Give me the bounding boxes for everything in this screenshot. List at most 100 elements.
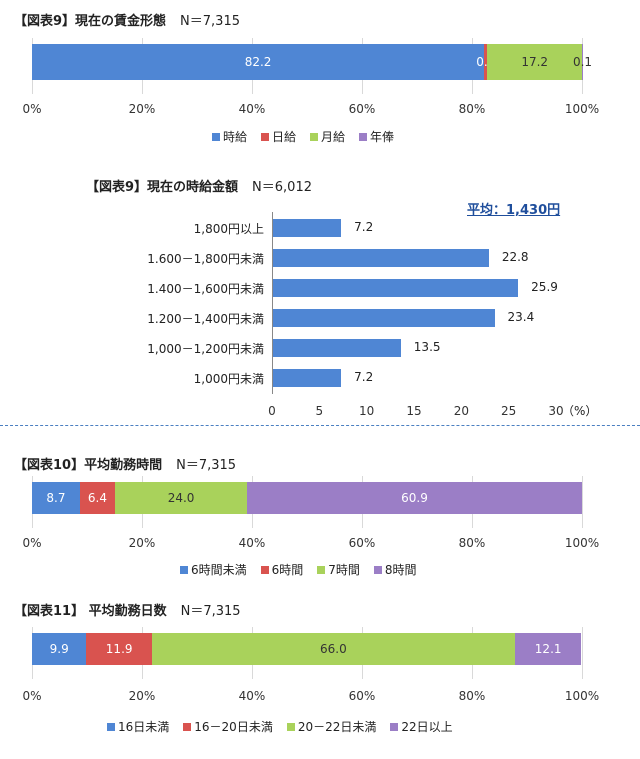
chart2-bar [273,249,489,267]
legend-swatch-icon [359,132,368,141]
chart2-category-label: 1,000－1,200円未満 [147,342,264,356]
legend-swatch-icon [260,565,269,574]
chart4-plot: 9.9 11.9 66.0 12.1 [32,627,583,679]
chart3-x-tick: 80% [458,536,486,550]
chart1-bar-segment: 82.2 [32,44,485,80]
chart2-plot: 1,800円以上 7.2 1.600－1,800円未満 22.8 1.400－1,600… [147,212,598,418]
chart2-unit-label: （%） [562,404,598,418]
chart4-data-label: 12.1 [534,642,562,656]
chart2-bar [273,309,495,327]
chart2-data-label: 23.4 [507,310,535,324]
chart1-data-label: 0.1 [572,55,593,69]
chart2-data-label: 7.2 [354,220,374,234]
chart1-n-label: N＝7,315 [180,14,240,29]
chart3-x-tick: 60% [348,536,376,550]
chart4-x-tick: 60% [348,689,376,703]
chart2-category-label: 1.400－1,600円未満 [147,282,264,296]
chart4-legend-item: 22日以上 [390,718,453,735]
chart4-data-label: 9.9 [49,642,69,656]
chart3-data-label: 24.0 [167,491,195,505]
legend-swatch-icon [373,565,382,574]
chart3-plot: 8.7 6.4 24.0 60.9 [32,476,583,528]
chart3-legend-label: 6時間未満 [191,563,247,577]
chart2-y-axis-line [272,212,273,394]
legend-swatch-icon [310,132,319,141]
chart1-data-label: 17.2 [521,55,549,69]
legend-swatch-icon [107,722,115,731]
chart3-x-tick: 0% [22,536,42,550]
chart2-title: 【図表9】現在の時給金額 N＝6,012 [86,176,312,195]
chart3-legend-item: 6時間未満 [180,561,247,578]
chart2-x-tick: 20 [453,404,469,418]
legend-swatch-icon [317,565,326,574]
chart4-bar-segment: 9.9 [32,633,87,665]
chart2-x-tick: 30 [548,404,564,418]
chart2-x-tick: 5 [315,404,324,418]
chart2-data-label: 13.5 [413,340,441,354]
chart3-x-tick: 20% [128,536,156,550]
chart1-legend-label: 月給 [321,130,346,144]
chart1-title-text: 【図表9】現在の賃金形態 [14,14,167,29]
chart3-data-label: 60.9 [401,491,428,505]
chart1-title: 【図表9】現在の賃金形態 N＝7,315 [14,10,240,29]
chart4-x-tick: 40% [238,689,266,703]
chart4-data-label: 11.9 [105,642,133,656]
chart4-x-axis: 0% 20% 40% 60% 80% 100% [22,689,599,705]
chart2-category-label: 1.200－1,400円未満 [147,312,264,326]
chart4-x-tick: 0% [22,689,42,703]
chart1-legend-item: 年俸 [359,128,394,145]
chart4-gridline [582,627,583,679]
chart4-x-tick: 20% [128,689,156,703]
chart3-n-label: N＝7,315 [176,458,237,473]
legend-swatch-icon [183,722,192,731]
chart2-n-label: N＝6,012 [252,180,312,195]
chart4-legend-label: 22日以上 [401,720,453,734]
chart1-legend-label: 年俸 [370,130,395,144]
chart2-average: 平均：1,430円 [467,203,561,218]
chart2-x-tick: 0 [268,404,276,418]
chart3-legend-item: 6時間 [260,561,304,578]
chart4-x-tick: 100% [564,689,600,703]
chart1-legend-item: 月給 [310,128,345,145]
chart3-legend-label: 8時間 [384,563,417,577]
chart2-category-label: 1,800円以上 [193,222,264,236]
chart4-legend-label: 16－20日未満 [194,720,273,734]
section-divider [0,425,640,426]
chart3-legend-label: 6時間 [271,563,304,577]
legend-swatch-icon [390,722,399,731]
chart2-x-tick: 15 [406,404,422,418]
chart3-legend-item: 8時間 [373,561,417,578]
legend-swatch-icon [180,565,188,574]
chart4-bar-segment: 66.0 [151,633,515,665]
chart1-x-axis: 0% 20% 40% 60% 80% 100% [22,102,599,118]
chart3-gridline [582,476,583,528]
chart4-legend-label: 16日未満 [118,720,170,734]
chart3-bar-segment: 8.7 [32,482,80,514]
chart2-x-tick: 25 [501,404,517,418]
chart3-bar-segment: 24.0 [115,482,248,514]
legend-swatch-icon [261,132,270,141]
chart3-data-label: 6.4 [87,491,107,505]
chart3-title-text: 【図表10】平均勤務時間 [14,458,163,473]
chart1-x-tick: 0% [22,102,42,116]
chart1-bar-segment: 0.1 [573,44,592,80]
chart2-bar [273,339,401,357]
chart1-data-label: 82.2 [244,55,272,69]
chart1-legend-item: 日給 [261,128,296,145]
chart2-data-label: 25.9 [531,280,558,294]
chart1-bar-segment: 17.2 [487,44,582,80]
chart1-x-tick: 60% [348,102,376,116]
legend-swatch-icon [286,722,295,731]
chart2-bar [273,219,342,237]
chart1-legend-label: 時給 [223,130,248,144]
chart1-legend-item: 時給 [212,128,247,145]
chart4-x-tick: 80% [458,689,486,703]
legend-swatch-icon [212,132,220,141]
chart2-data-label: 22.8 [501,250,529,264]
chart2-bar [273,279,519,297]
chart3-bar-segment: 60.9 [247,482,582,514]
chart4-bar-segment: 11.9 [86,633,152,665]
chart4-legend-item: 16－20日未満 [183,718,273,735]
chart4-title-text: 【図表11】 平均勤務日数 [14,604,167,619]
chart1-legend-label: 日給 [272,130,297,144]
